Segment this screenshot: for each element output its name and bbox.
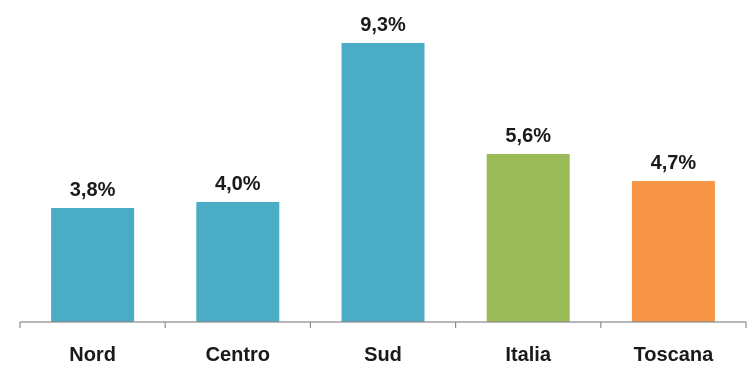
bars-group (51, 43, 715, 322)
category-label-toscana: Toscana (634, 344, 715, 366)
bar-centro (196, 202, 280, 322)
category-label-italia: Italia (505, 344, 551, 366)
value-label-toscana: 4,7% (651, 152, 697, 174)
bar-sud (341, 43, 425, 322)
value-label-nord: 3,8% (70, 179, 116, 201)
category-label-sud: Sud (364, 344, 402, 366)
value-label-italia: 5,6% (505, 125, 551, 147)
category-label-centro: Centro (206, 344, 270, 366)
x-axis (19, 321, 747, 328)
bar-nord (51, 208, 135, 322)
value-label-sud: 9,3% (360, 14, 406, 36)
bar-italia (486, 154, 570, 322)
value-labels-group: 3,8% 4,0% 9,3% 5,6% 4,7% (70, 14, 697, 201)
category-label-nord: Nord (69, 344, 116, 366)
bar-toscana (631, 181, 715, 322)
value-label-centro: 4,0% (215, 173, 261, 195)
category-labels-group: Nord Centro Sud Italia Toscana (69, 344, 714, 366)
